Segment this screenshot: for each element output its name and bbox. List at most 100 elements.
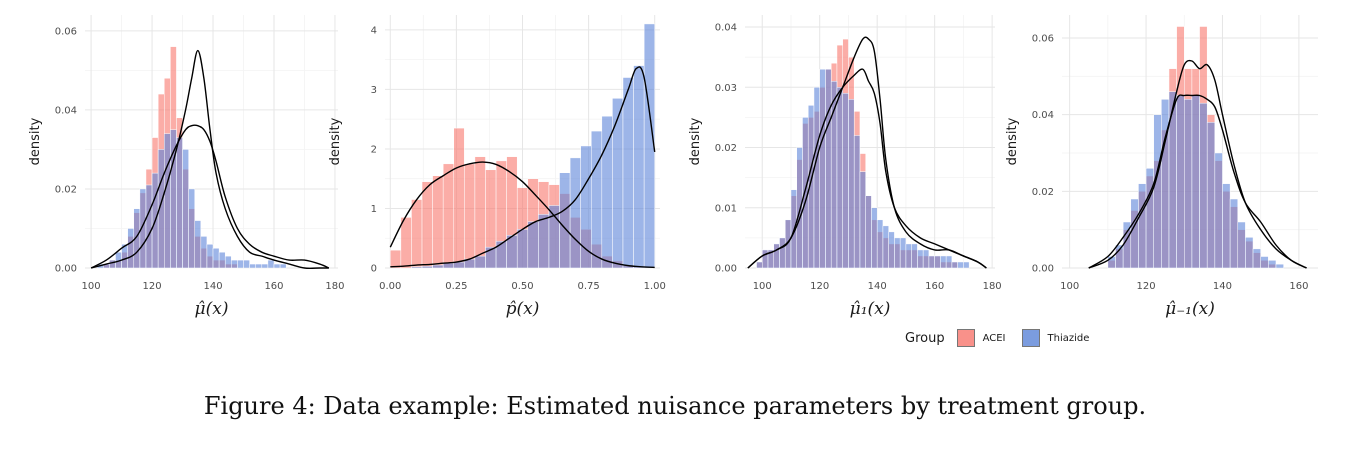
y-tick-label: 0.06: [55, 26, 77, 37]
bar-thiazide: [237, 259, 244, 269]
bar-thiazide: [1252, 248, 1261, 269]
x-axis-label: p̂(x): [506, 299, 540, 319]
bar-thiazide: [633, 65, 645, 269]
y-tick-label: 0.00: [1032, 264, 1054, 275]
x-tick-label: 0.50: [511, 281, 533, 292]
bar-thiazide: [559, 172, 571, 269]
bar-thiazide: [1206, 122, 1216, 269]
y-tick-label: 0.04: [55, 105, 77, 116]
bar-acei: [421, 181, 433, 269]
bar-thiazide: [825, 68, 832, 269]
bar-thiazide: [188, 188, 195, 269]
panel-3: 100 120 140 160 180 0.00 0.01 0.02 0.03 0.04 densi…: [688, 15, 1002, 319]
bar-acei: [474, 156, 486, 269]
bar-acei: [432, 175, 444, 269]
bar-thiazide: [506, 235, 518, 269]
bar-thiazide: [888, 231, 895, 269]
bar-acei: [464, 163, 476, 269]
bar-thiazide: [922, 249, 930, 269]
bar-thiazide: [145, 184, 153, 269]
x-tick-label: 120: [143, 281, 162, 292]
bar-thiazide: [1145, 168, 1154, 269]
density-curve-acei: [389, 161, 655, 269]
bar-thiazide: [940, 255, 947, 269]
bar-thiazide: [421, 265, 433, 269]
x-tick-label: 1.00: [644, 281, 666, 292]
bar-thiazide: [819, 68, 826, 269]
bar-thiazide: [1214, 152, 1223, 269]
bar-thiazide: [761, 249, 769, 269]
bar-thiazide: [279, 263, 287, 269]
bar-thiazide: [601, 115, 613, 269]
x-tick-label: 140: [1213, 281, 1232, 292]
x-tick-label: 0.00: [379, 281, 401, 292]
bar-thiazide: [1130, 198, 1139, 269]
bar-thiazide: [905, 243, 912, 269]
density-curve-thiazide: [747, 68, 987, 269]
y-tick-label: 0: [371, 264, 377, 275]
x-axis-label: μ̂(x): [195, 299, 229, 319]
y-tick-label: 0.02: [1032, 187, 1054, 198]
bar-thiazide: [945, 255, 953, 269]
y-tick-label: 0.04: [715, 23, 737, 34]
x-tick-label: 160: [1289, 281, 1308, 292]
bar-thiazide: [871, 207, 878, 269]
bar-thiazide: [261, 263, 269, 269]
bar-thiazide: [934, 255, 941, 269]
y-axis-label: density: [688, 117, 703, 165]
x-axis-label: μ̂₁(x): [850, 299, 891, 319]
figure-caption: Figure 4: Data example: Estimated nuisan…: [203, 392, 1147, 420]
bar-thiazide: [194, 220, 202, 269]
density-curve-acei: [1088, 59, 1307, 269]
y-tick-label: 0.00: [55, 264, 77, 275]
bar-thiazide: [249, 263, 256, 269]
y-tick-label: 0.02: [55, 184, 77, 195]
bar-thiazide: [957, 261, 964, 269]
bar-thiazide: [1176, 95, 1185, 269]
bar-thiazide: [109, 259, 116, 269]
bar-thiazide: [1275, 263, 1284, 269]
y-tick-label: 0.06: [1032, 34, 1054, 45]
y-tick-label: 4: [371, 25, 377, 36]
x-tick-label: 180: [983, 281, 1002, 292]
bar-thiazide: [1138, 183, 1147, 269]
bar-thiazide: [212, 247, 220, 269]
bar-thiazide: [200, 236, 208, 269]
y-axis-label: density: [328, 117, 343, 165]
bar-acei: [400, 217, 412, 269]
bar-thiazide: [442, 262, 454, 269]
x-tick-label: 180: [325, 281, 344, 292]
bar-thiazide: [538, 214, 550, 269]
x-tick-label: 140: [203, 281, 222, 292]
panel-4: 100 120 140 160 0.00 0.02 0.04 0.06 density μ̂₋₁(…: [1005, 15, 1318, 319]
bar-thiazide: [899, 237, 907, 269]
y-tick-label: 0.00: [715, 264, 737, 275]
bar-thiazide: [516, 229, 529, 269]
bar-thiazide: [928, 255, 935, 269]
bar-thiazide: [127, 228, 135, 269]
x-tick-label: 0.25: [445, 281, 467, 292]
bar-thiazide: [1191, 95, 1200, 269]
bar-thiazide: [164, 133, 171, 269]
bar-thiazide: [911, 243, 918, 269]
bar-thiazide: [756, 261, 763, 269]
bar-thiazide: [779, 237, 786, 269]
legend-key-thiazide: [1021, 329, 1040, 347]
bar-thiazide: [773, 243, 780, 269]
legend-key-acei: [956, 329, 975, 347]
legend-label-acei: ACEI: [982, 332, 1006, 344]
x-tick-label: 120: [810, 281, 829, 292]
bar-thiazide: [894, 237, 901, 269]
density-curve-thiazide: [390, 66, 656, 268]
y-tick-label: 2: [371, 144, 377, 155]
y-tick-label: 0.01: [715, 203, 737, 214]
bar-thiazide: [218, 251, 226, 269]
bar-thiazide: [1199, 102, 1208, 269]
bar-thiazide: [853, 135, 861, 269]
panel-1: 100 120 140 160 180 0.00 0.02 0.04 0.06 density μ̂…: [28, 15, 344, 319]
bar-acei: [411, 199, 423, 269]
bar-thiazide: [1115, 244, 1124, 269]
density-curve-thiazide: [90, 124, 330, 269]
x-tick-label: 140: [868, 281, 887, 292]
bar-thiazide: [848, 99, 855, 269]
